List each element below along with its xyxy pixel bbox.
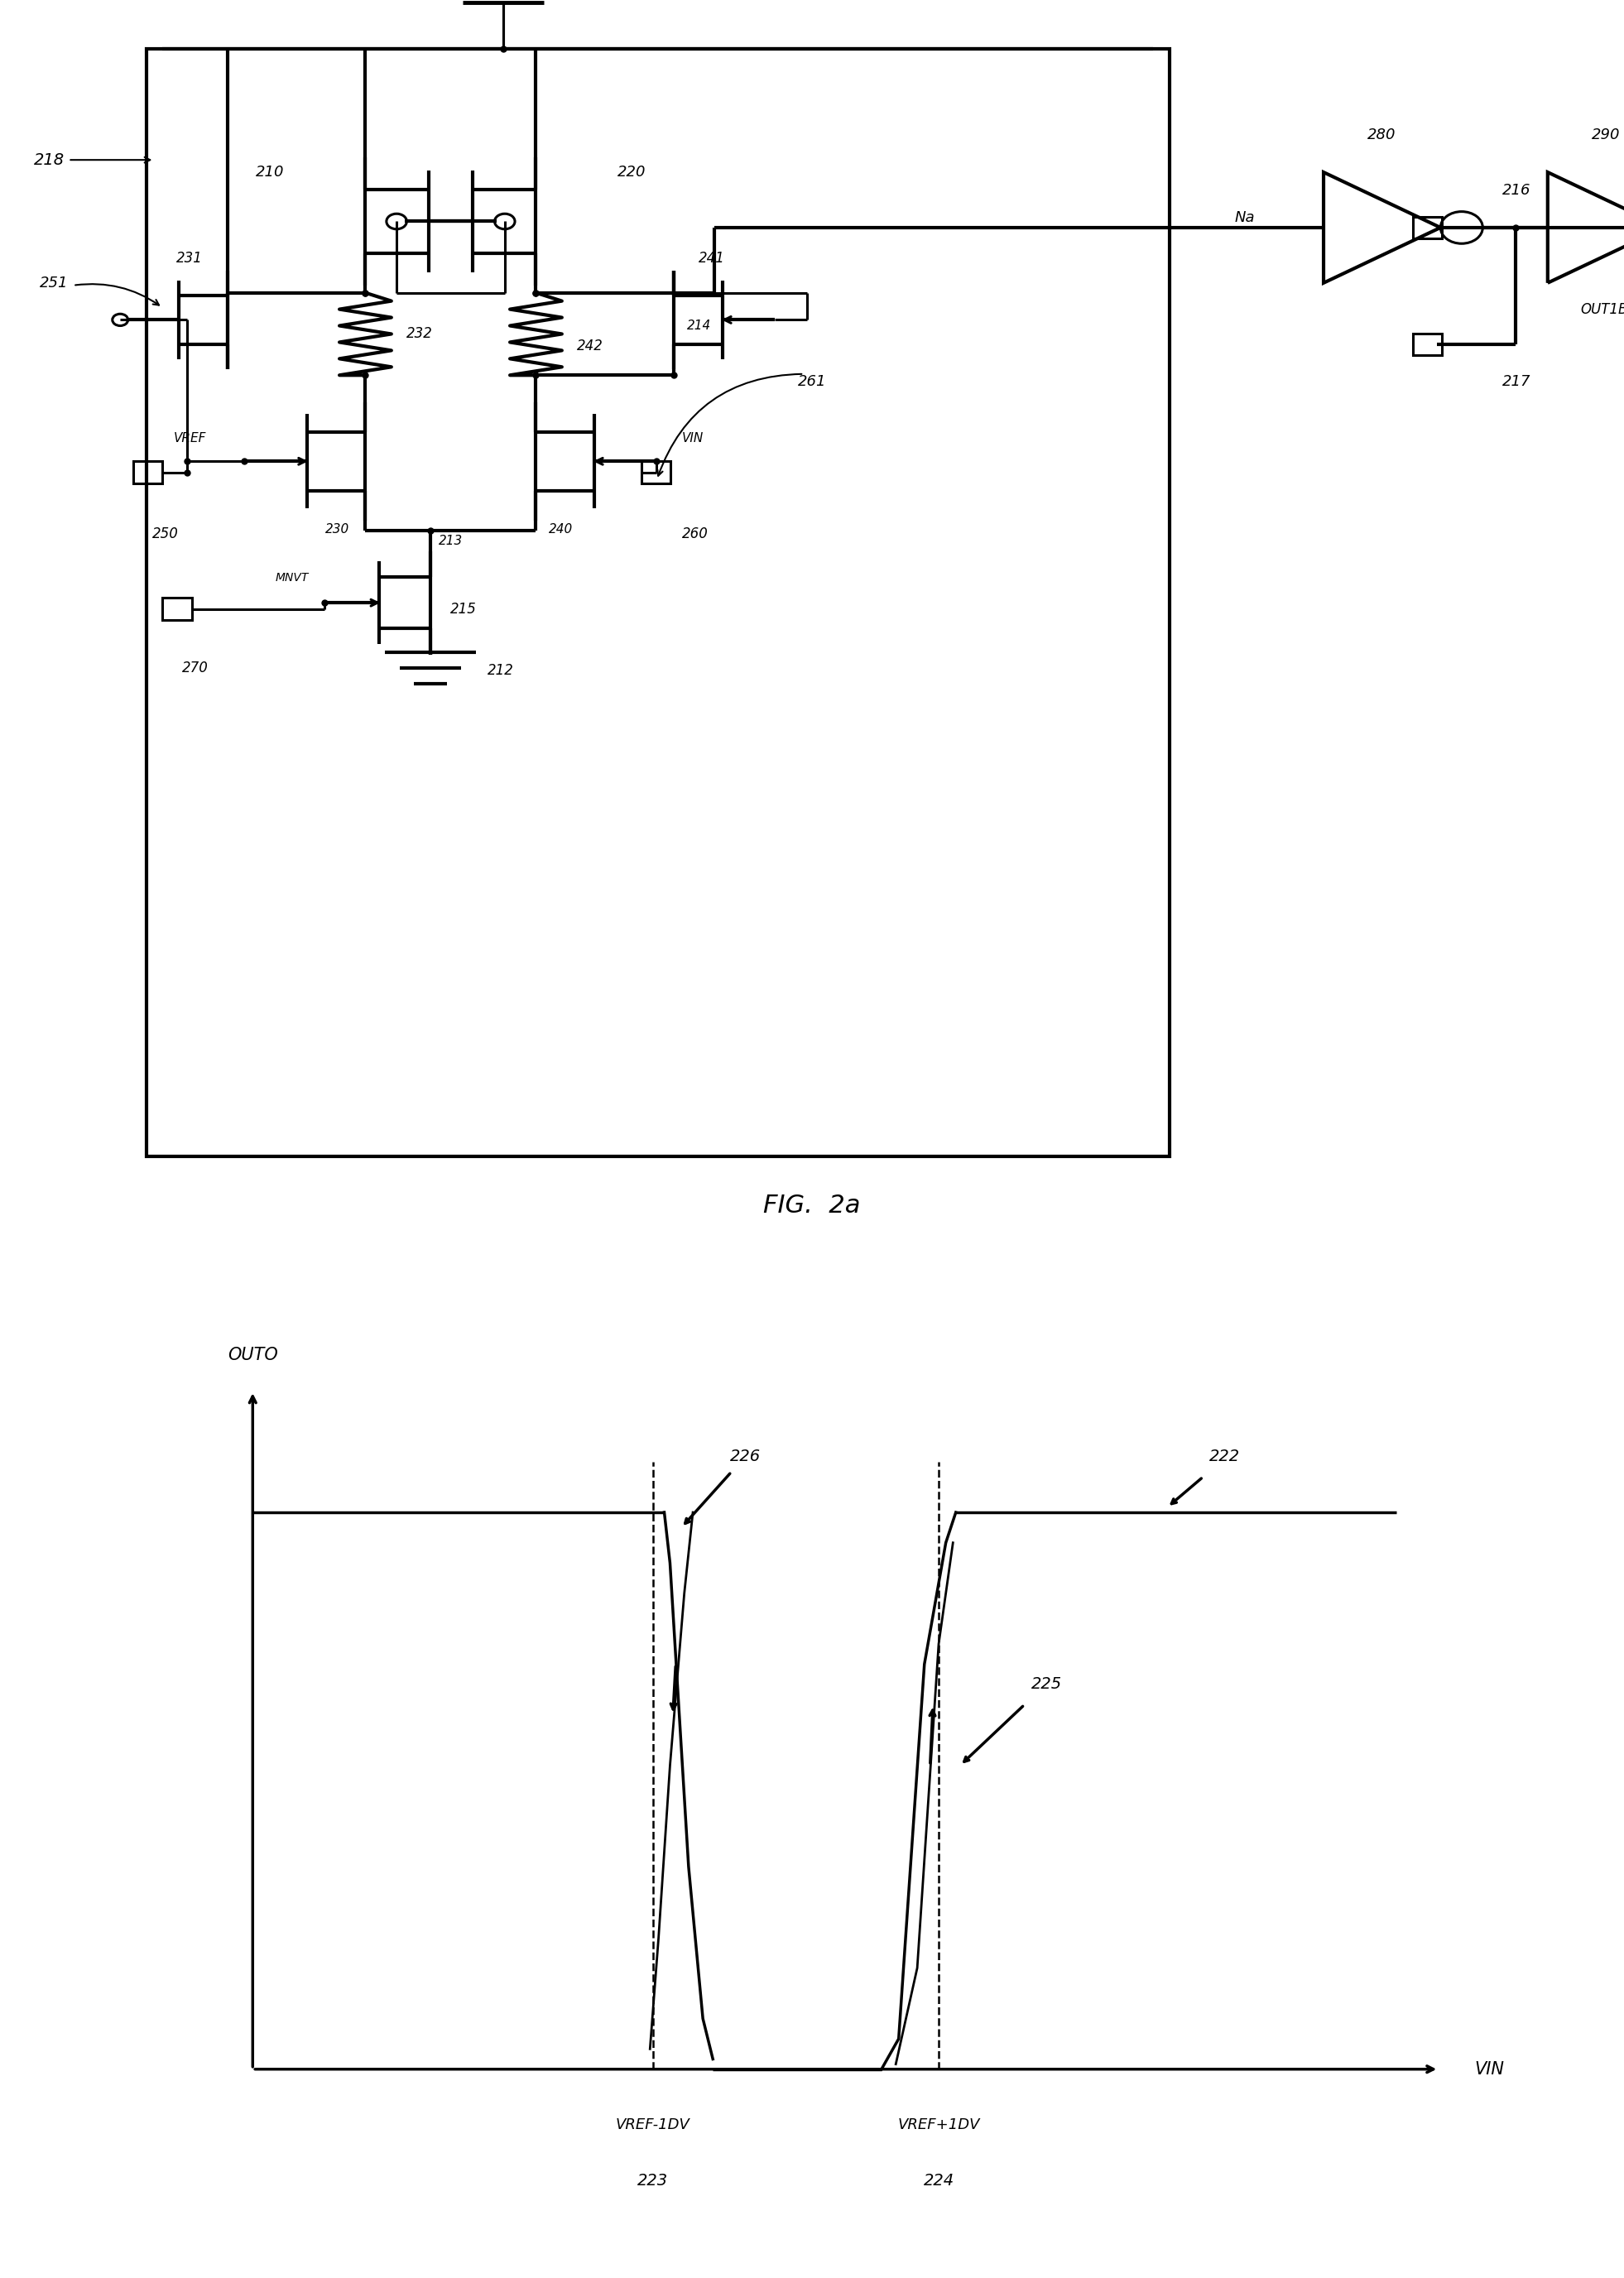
Text: 224: 224	[924, 2173, 953, 2189]
Text: VIN: VIN	[1475, 2062, 1504, 2078]
Text: 241: 241	[698, 251, 724, 267]
Text: 222: 222	[1210, 1449, 1239, 1465]
Text: VREF-1DV: VREF-1DV	[615, 2119, 690, 2132]
Text: Na: Na	[1234, 210, 1254, 226]
Bar	[641, 462, 671, 483]
Bar	[1413, 333, 1442, 355]
Bar	[146, 50, 1169, 1157]
Text: OUTO: OUTO	[227, 1346, 278, 1365]
Text: 280: 280	[1367, 128, 1397, 144]
Text: 261: 261	[797, 374, 827, 390]
Text: 223: 223	[638, 2173, 667, 2189]
Text: 260: 260	[682, 526, 708, 542]
Bar	[1413, 216, 1442, 239]
Text: 215: 215	[450, 601, 476, 617]
Text: FIG.  2a: FIG. 2a	[763, 1194, 861, 1216]
Text: VREF: VREF	[174, 433, 206, 444]
Text: 290: 290	[1592, 128, 1621, 144]
Bar	[162, 597, 192, 620]
Text: 214: 214	[687, 319, 711, 333]
Text: 210: 210	[255, 164, 284, 180]
Text: 231: 231	[177, 251, 203, 267]
Text: 217: 217	[1502, 374, 1531, 390]
Text: 270: 270	[182, 661, 208, 674]
Text: 220: 220	[617, 164, 646, 180]
Text: 240: 240	[549, 522, 573, 535]
Text: 212: 212	[487, 663, 513, 679]
Bar	[133, 462, 162, 483]
Text: 230: 230	[325, 522, 349, 535]
Text: OUT1B: OUT1B	[1580, 303, 1624, 317]
Text: VIN: VIN	[682, 433, 703, 444]
Text: 250: 250	[153, 526, 179, 542]
Text: 251: 251	[39, 276, 68, 289]
Text: 242: 242	[577, 339, 603, 353]
Text: 218: 218	[34, 153, 65, 169]
Text: 216: 216	[1502, 182, 1531, 198]
Text: 213: 213	[438, 535, 463, 547]
Text: MNVT: MNVT	[274, 572, 309, 583]
Text: 226: 226	[731, 1449, 762, 1465]
Text: 225: 225	[1031, 1677, 1062, 1693]
Text: 232: 232	[406, 326, 432, 342]
Text: VREF+1DV: VREF+1DV	[898, 2119, 979, 2132]
